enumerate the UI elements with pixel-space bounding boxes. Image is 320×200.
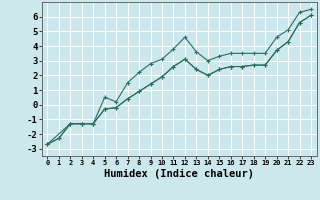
X-axis label: Humidex (Indice chaleur): Humidex (Indice chaleur) bbox=[104, 169, 254, 179]
